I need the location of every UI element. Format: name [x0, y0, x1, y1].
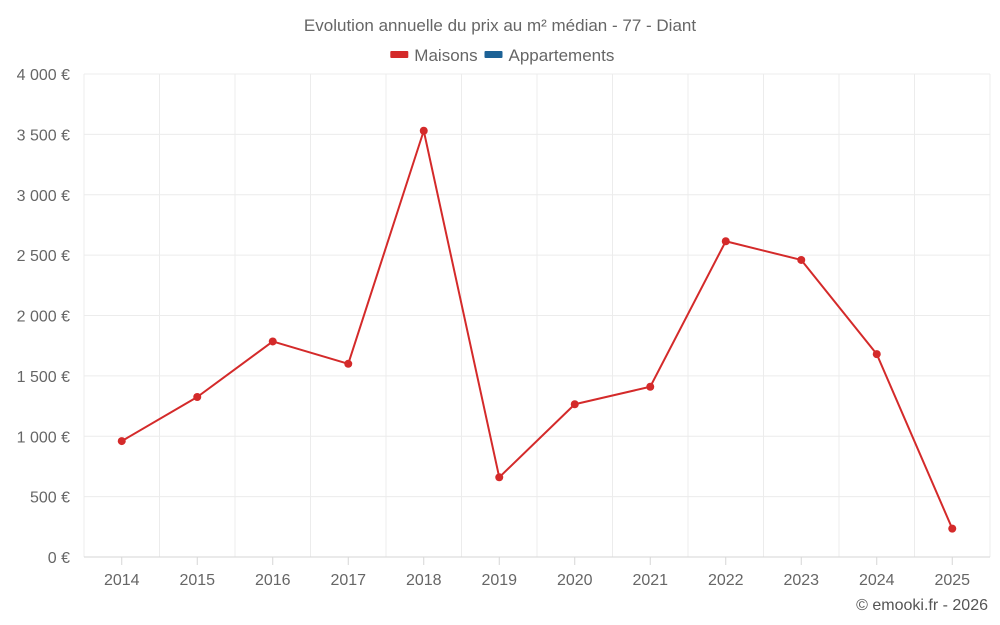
y-tick-label: 2 000 €	[17, 309, 70, 326]
x-tick-label: 2014	[104, 572, 140, 589]
data-point	[268, 337, 277, 346]
y-tick-label: 3 500 €	[17, 127, 70, 144]
x-tick-label: 2018	[406, 572, 442, 589]
legend: Maisons Appartements	[390, 46, 614, 65]
x-tick-label: 2016	[255, 572, 291, 589]
credit-text: © emooki.fr - 2026	[856, 597, 988, 614]
axes: 0 € 500 € 1 000 € 1 500 € 2 000 € 2 500 € 3 00…	[17, 67, 990, 589]
legend-swatch-maisons	[390, 51, 409, 58]
legend-swatch-appartements	[484, 51, 503, 58]
x-tick-label: 2021	[632, 572, 668, 589]
x-tick-label: 2025	[934, 572, 970, 589]
data-point	[797, 255, 806, 264]
data-point	[570, 400, 579, 409]
legend-label-maisons: Maisons	[414, 46, 477, 65]
data-point	[646, 382, 655, 391]
y-tick-label: 3 000 €	[17, 188, 70, 205]
data-point	[117, 437, 126, 446]
data-point	[948, 524, 957, 533]
data-point	[721, 237, 730, 246]
data-point	[495, 473, 504, 482]
data-point	[344, 359, 353, 368]
x-tick-label: 2015	[179, 572, 215, 589]
y-tick-label: 500 €	[30, 490, 70, 507]
y-tick-label: 2 500 €	[17, 248, 70, 265]
x-tick-label: 2019	[481, 572, 517, 589]
x-tick-label: 2023	[783, 572, 819, 589]
x-tick-label: 2022	[708, 572, 744, 589]
series-line-maisons	[121, 129, 954, 530]
y-tick-label: 4 000 €	[17, 67, 70, 84]
x-tick-label: 2020	[557, 572, 593, 589]
series	[117, 126, 957, 533]
chart-title: Evolution annuelle du prix au m² médian …	[304, 16, 696, 35]
y-tick-label: 0 €	[48, 550, 70, 567]
data-point	[872, 350, 881, 359]
y-tick-label: 1 000 €	[17, 429, 70, 446]
data-point	[419, 126, 428, 135]
x-tick-label: 2024	[859, 572, 895, 589]
x-tick-label: 2017	[330, 572, 366, 589]
y-tick-label: 1 500 €	[17, 369, 70, 386]
data-point	[193, 393, 202, 402]
grid	[83, 73, 991, 557]
legend-label-appartements: Appartements	[509, 46, 615, 65]
